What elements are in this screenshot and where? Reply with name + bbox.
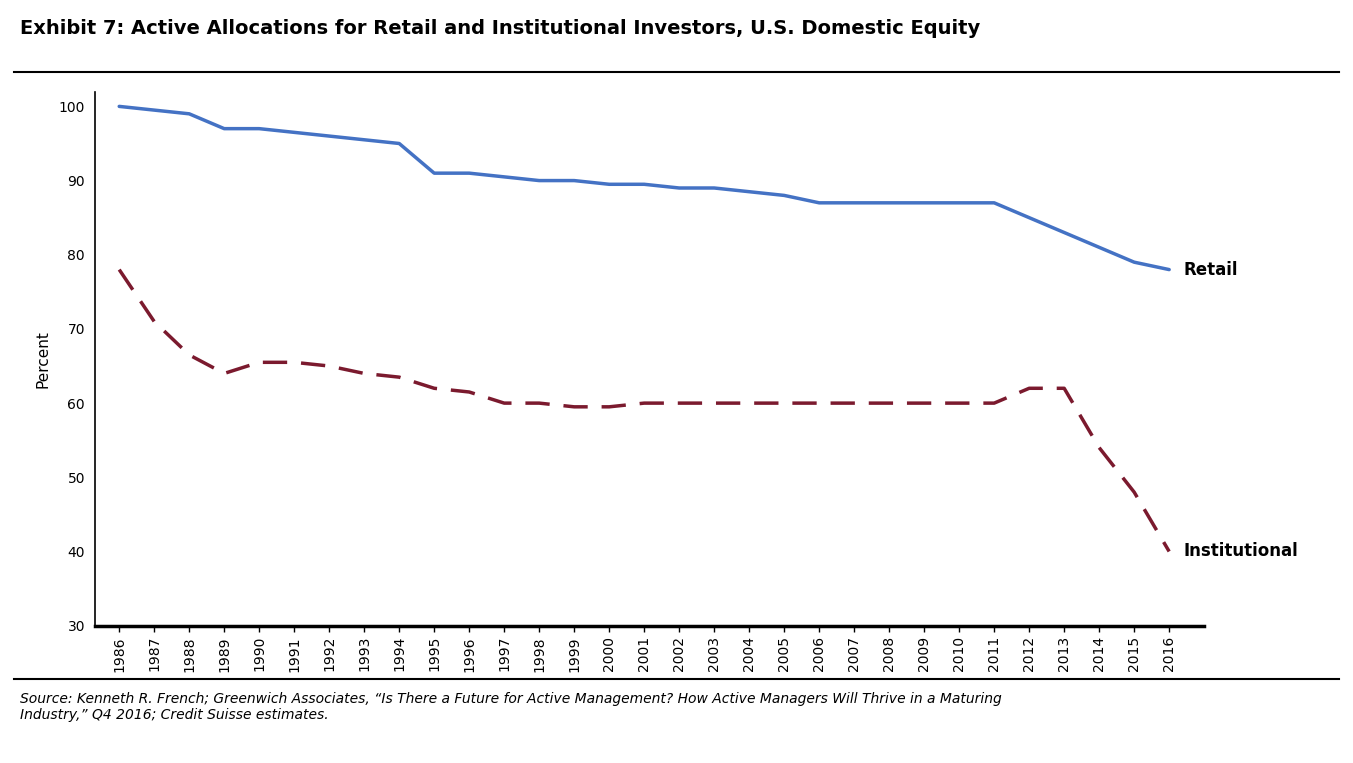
Text: Retail: Retail <box>1183 261 1238 278</box>
Text: Institutional: Institutional <box>1183 542 1298 561</box>
Text: Exhibit 7: Active Allocations for Retail and Institutional Investors, U.S. Domes: Exhibit 7: Active Allocations for Retail… <box>20 19 981 38</box>
Text: Source: Kenneth R. French; Greenwich Associates, “Is There a Future for Active M: Source: Kenneth R. French; Greenwich Ass… <box>20 691 1003 722</box>
Y-axis label: Percent: Percent <box>35 330 50 388</box>
